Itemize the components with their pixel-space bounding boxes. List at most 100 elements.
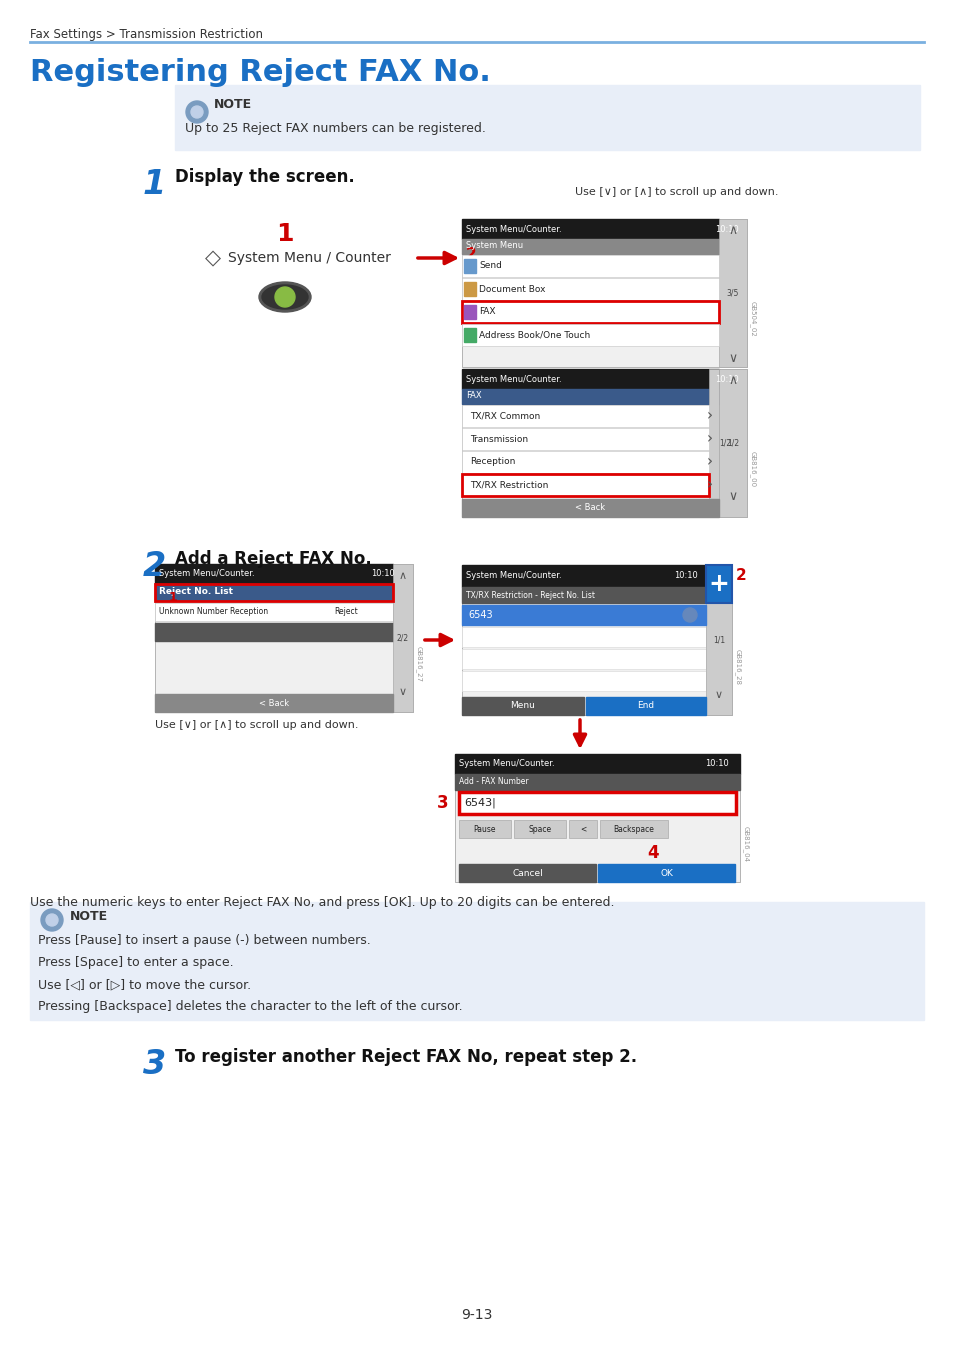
FancyBboxPatch shape xyxy=(154,564,413,711)
FancyBboxPatch shape xyxy=(458,864,596,882)
FancyBboxPatch shape xyxy=(461,626,705,647)
FancyBboxPatch shape xyxy=(461,428,708,450)
Text: 1/2: 1/2 xyxy=(726,439,739,447)
Circle shape xyxy=(46,914,58,926)
Text: 10:10: 10:10 xyxy=(714,374,738,383)
Text: 10:10: 10:10 xyxy=(673,571,697,580)
FancyBboxPatch shape xyxy=(30,902,923,1021)
Text: < Back: < Back xyxy=(258,698,289,707)
Text: 6543|: 6543| xyxy=(463,798,496,809)
Text: OK: OK xyxy=(659,868,672,878)
Text: < Back: < Back xyxy=(575,504,605,513)
Text: 3: 3 xyxy=(436,794,448,811)
Circle shape xyxy=(682,608,697,622)
FancyBboxPatch shape xyxy=(705,566,731,603)
FancyBboxPatch shape xyxy=(461,324,719,346)
Text: GB816_00: GB816_00 xyxy=(749,451,756,487)
FancyBboxPatch shape xyxy=(463,305,476,319)
Text: GB816_28: GB816_28 xyxy=(734,649,741,684)
FancyBboxPatch shape xyxy=(154,603,393,621)
FancyBboxPatch shape xyxy=(461,239,719,254)
Text: ∧: ∧ xyxy=(728,224,737,238)
Text: Registering Reject FAX No.: Registering Reject FAX No. xyxy=(30,58,491,86)
Text: 2: 2 xyxy=(735,567,746,582)
FancyBboxPatch shape xyxy=(461,566,731,716)
FancyBboxPatch shape xyxy=(461,587,705,603)
Text: 2: 2 xyxy=(143,549,166,583)
FancyBboxPatch shape xyxy=(514,819,565,838)
Text: FAX: FAX xyxy=(478,308,495,316)
Text: 3: 3 xyxy=(143,1048,166,1081)
Text: Space: Space xyxy=(528,825,551,833)
FancyBboxPatch shape xyxy=(461,605,705,625)
FancyBboxPatch shape xyxy=(461,451,708,472)
FancyBboxPatch shape xyxy=(463,282,476,296)
FancyBboxPatch shape xyxy=(463,328,476,342)
FancyBboxPatch shape xyxy=(154,564,393,585)
Text: System Menu: System Menu xyxy=(465,242,522,251)
Text: End: End xyxy=(637,702,654,710)
Text: GB504_02: GB504_02 xyxy=(749,301,756,338)
Text: System Menu/Counter.: System Menu/Counter. xyxy=(465,224,561,234)
FancyBboxPatch shape xyxy=(461,671,705,691)
FancyBboxPatch shape xyxy=(461,255,719,277)
FancyBboxPatch shape xyxy=(461,389,719,404)
Text: Press [Pause] to insert a pause (-) between numbers.: Press [Pause] to insert a pause (-) betw… xyxy=(38,934,371,946)
Text: 10:10: 10:10 xyxy=(714,224,738,234)
FancyBboxPatch shape xyxy=(455,774,740,790)
Text: Fax Settings > Transmission Restriction: Fax Settings > Transmission Restriction xyxy=(30,28,263,40)
Text: Add - FAX Number: Add - FAX Number xyxy=(458,778,528,787)
Text: ∧: ∧ xyxy=(714,572,722,582)
Text: 6543: 6543 xyxy=(468,610,492,620)
Circle shape xyxy=(191,107,203,117)
Text: Reject: Reject xyxy=(334,608,357,617)
FancyBboxPatch shape xyxy=(461,219,719,239)
FancyBboxPatch shape xyxy=(461,474,708,495)
FancyBboxPatch shape xyxy=(455,755,740,774)
Text: System Menu/Counter.: System Menu/Counter. xyxy=(465,374,561,383)
Ellipse shape xyxy=(262,285,308,309)
Text: ∧: ∧ xyxy=(398,571,407,580)
FancyBboxPatch shape xyxy=(461,697,583,716)
Text: GB816_04: GB816_04 xyxy=(742,826,749,863)
FancyBboxPatch shape xyxy=(458,819,511,838)
Circle shape xyxy=(186,101,208,123)
Text: ›: › xyxy=(706,409,712,424)
FancyBboxPatch shape xyxy=(568,819,597,838)
FancyBboxPatch shape xyxy=(461,649,705,670)
FancyBboxPatch shape xyxy=(154,694,393,711)
Text: TX/RX Common: TX/RX Common xyxy=(470,412,539,420)
Text: 2: 2 xyxy=(465,247,476,262)
Text: Send: Send xyxy=(478,262,501,270)
FancyBboxPatch shape xyxy=(719,219,746,367)
Text: +: + xyxy=(708,572,729,595)
Text: System Menu/Counter.: System Menu/Counter. xyxy=(458,760,554,768)
FancyBboxPatch shape xyxy=(719,369,746,517)
FancyBboxPatch shape xyxy=(463,259,476,273)
Text: Pause: Pause xyxy=(474,825,496,833)
Text: FAX: FAX xyxy=(465,392,481,401)
Text: 1: 1 xyxy=(276,221,294,246)
Text: ∨: ∨ xyxy=(728,352,737,366)
FancyBboxPatch shape xyxy=(458,792,735,814)
Text: Transmission: Transmission xyxy=(470,435,528,444)
FancyBboxPatch shape xyxy=(708,369,719,517)
Text: NOTE: NOTE xyxy=(213,99,252,111)
Text: ›: › xyxy=(706,455,712,470)
Circle shape xyxy=(41,909,63,931)
FancyBboxPatch shape xyxy=(393,564,413,711)
Text: Reject No. List: Reject No. List xyxy=(159,587,233,597)
FancyBboxPatch shape xyxy=(461,369,746,517)
Text: Use [∨] or [∧] to scroll up and down.: Use [∨] or [∧] to scroll up and down. xyxy=(575,188,778,197)
Text: ∨: ∨ xyxy=(714,690,722,701)
Text: 1/2: 1/2 xyxy=(719,439,730,447)
Text: TX/RX Restriction - Reject No. List: TX/RX Restriction - Reject No. List xyxy=(465,590,595,599)
Circle shape xyxy=(274,288,294,306)
Text: ∧: ∧ xyxy=(728,374,737,387)
Text: 4: 4 xyxy=(647,844,659,863)
Text: GB816_27: GB816_27 xyxy=(416,647,422,682)
FancyBboxPatch shape xyxy=(585,697,705,716)
Text: System Menu/Counter.: System Menu/Counter. xyxy=(465,571,561,580)
Text: ›: › xyxy=(706,478,712,493)
Text: Unknown Number Reception: Unknown Number Reception xyxy=(159,608,268,617)
